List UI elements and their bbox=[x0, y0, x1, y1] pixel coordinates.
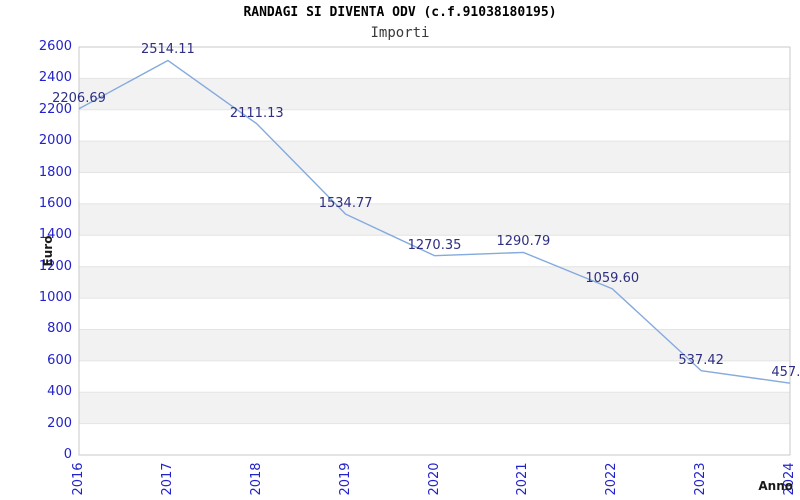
point-label: 2514.11 bbox=[140, 42, 195, 58]
point-label: 2206.69 bbox=[52, 90, 106, 106]
x-tick-label: 2016 bbox=[71, 462, 86, 496]
y-tick-label: 200 bbox=[47, 415, 72, 431]
point-label: 1534.77 bbox=[318, 196, 373, 212]
point-label: 1290.79 bbox=[496, 234, 551, 250]
data-line bbox=[78, 59, 791, 384]
grid-band bbox=[79, 392, 790, 424]
x-axis-title: Anno bbox=[758, 479, 793, 493]
y-tick-label: 1200 bbox=[38, 258, 72, 274]
point-label: 2111.13 bbox=[229, 105, 284, 121]
grid-band bbox=[79, 203, 790, 236]
grid-band bbox=[79, 78, 790, 110]
point-label: 457.8 bbox=[771, 365, 800, 381]
x-tick-label: 2023 bbox=[693, 462, 709, 496]
y-tick-label: 2200 bbox=[38, 101, 72, 117]
point-label: 1270.35 bbox=[407, 237, 462, 253]
y-tick-label: 800 bbox=[47, 321, 72, 337]
point-label: 1059.60 bbox=[585, 270, 640, 286]
grid-band bbox=[79, 329, 790, 361]
grid-band bbox=[79, 266, 790, 299]
y-tick-label: 1600 bbox=[38, 195, 72, 211]
y-tick-label: 2400 bbox=[38, 70, 72, 86]
y-tick-label: 1800 bbox=[38, 164, 72, 180]
plot-border bbox=[78, 46, 791, 456]
x-tick-label: 2020 bbox=[426, 462, 442, 496]
y-axis-title: Euro bbox=[41, 235, 55, 267]
y-tick-label: 2000 bbox=[38, 133, 72, 149]
grid-band bbox=[79, 141, 790, 173]
x-tick-label: 2022 bbox=[604, 462, 620, 496]
y-tick-label: 2600 bbox=[38, 39, 72, 54]
y-tick-label: 400 bbox=[47, 384, 72, 400]
chart-title: RANDAGI SI DIVENTA ODV (c.f.91038180195) bbox=[243, 5, 557, 20]
y-tick-label: 1400 bbox=[38, 227, 72, 243]
y-tick-label: 0 bbox=[63, 447, 72, 462]
x-tick-label: 2019 bbox=[337, 462, 353, 496]
y-tick-label: 1000 bbox=[38, 290, 72, 306]
point-label: 537.42 bbox=[678, 352, 724, 368]
chart-subtitle: Importi bbox=[370, 25, 430, 41]
x-tick-label: 2021 bbox=[515, 462, 531, 496]
y-tick-label: 600 bbox=[47, 352, 72, 368]
x-tick-label: 2017 bbox=[159, 462, 175, 496]
x-tick-label: 2018 bbox=[248, 462, 264, 496]
